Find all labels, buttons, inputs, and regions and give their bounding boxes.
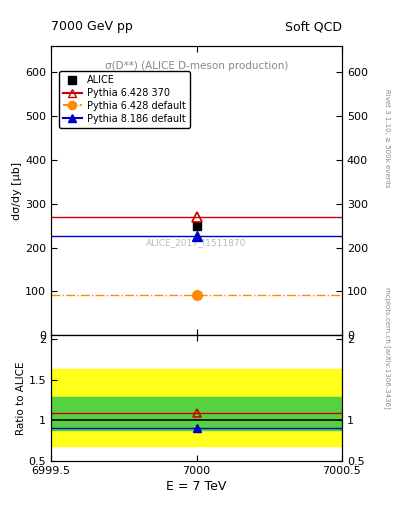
- Bar: [51, 397, 342, 431]
- Bar: [51, 369, 342, 446]
- Text: Rivet 3.1.10, ≥ 500k events: Rivet 3.1.10, ≥ 500k events: [384, 89, 390, 187]
- Text: ALICE_2017_I1511870: ALICE_2017_I1511870: [146, 238, 247, 247]
- Text: 7000 GeV pp: 7000 GeV pp: [51, 20, 133, 33]
- Text: Soft QCD: Soft QCD: [285, 20, 342, 33]
- Text: mcplots.cern.ch [arXiv:1306.3436]: mcplots.cern.ch [arXiv:1306.3436]: [384, 287, 391, 409]
- X-axis label: E = 7 TeV: E = 7 TeV: [166, 480, 227, 493]
- Y-axis label: Ratio to ALICE: Ratio to ALICE: [16, 361, 26, 435]
- Legend: ALICE, Pythia 6.428 370, Pythia 6.428 default, Pythia 8.186 default: ALICE, Pythia 6.428 370, Pythia 6.428 de…: [59, 71, 190, 127]
- Text: σ(D**) (ALICE D-meson production): σ(D**) (ALICE D-meson production): [105, 60, 288, 71]
- Y-axis label: dσ/dy [μb]: dσ/dy [μb]: [12, 162, 22, 220]
